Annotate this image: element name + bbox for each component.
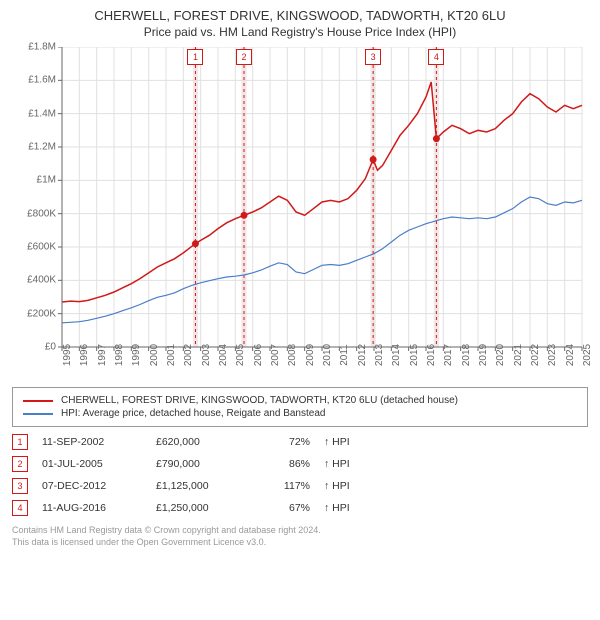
y-tick-label: £1.2M	[28, 142, 56, 153]
x-tick-label: 2020	[495, 344, 506, 366]
y-tick-label: £200K	[27, 308, 56, 319]
x-tick-label: 2009	[305, 344, 316, 366]
y-tick-label: £1.8M	[28, 42, 56, 53]
sale-marker-2: 2	[236, 49, 252, 65]
y-tick-label: £400K	[27, 275, 56, 286]
x-tick-label: 2000	[149, 344, 160, 366]
x-tick-label: 1998	[114, 344, 125, 366]
y-tick-label: £1M	[37, 175, 56, 186]
x-tick-label: 1999	[131, 344, 142, 366]
x-tick-label: 2008	[287, 344, 298, 366]
footer-line-2: This data is licensed under the Open Gov…	[12, 537, 588, 549]
x-tick-label: 2012	[357, 344, 368, 366]
footer-attribution: Contains HM Land Registry data © Crown c…	[12, 525, 588, 548]
legend-label: CHERWELL, FOREST DRIVE, KINGSWOOD, TADWO…	[61, 395, 458, 406]
sale-row: 3 07-DEC-2012 £1,125,000 117% ↑ HPI	[12, 475, 588, 497]
sale-row: 4 11-AUG-2016 £1,250,000 67% ↑ HPI	[12, 497, 588, 519]
sale-marker-4: 4	[428, 49, 444, 65]
y-tick-label: £1.6M	[28, 75, 56, 86]
sale-date: 01-JUL-2005	[42, 458, 142, 470]
x-tick-label: 2005	[235, 344, 246, 366]
legend-swatch	[23, 413, 53, 415]
sale-number-box: 1	[12, 434, 28, 450]
sale-number-box: 3	[12, 478, 28, 494]
y-tick-label: £1.4M	[28, 108, 56, 119]
x-tick-label: 2014	[391, 344, 402, 366]
x-tick-label: 2006	[253, 344, 264, 366]
sale-price: £1,250,000	[156, 502, 246, 514]
sale-hpi-ref: ↑ HPI	[324, 502, 364, 514]
x-tick-label: 2017	[443, 344, 454, 366]
sale-row: 2 01-JUL-2005 £790,000 86% ↑ HPI	[12, 453, 588, 475]
sale-number-box: 2	[12, 456, 28, 472]
sale-hpi-ref: ↑ HPI	[324, 436, 364, 448]
x-tick-label: 2022	[530, 344, 541, 366]
x-tick-label: 2018	[461, 344, 472, 366]
x-tick-label: 2010	[322, 344, 333, 366]
sale-marker-1: 1	[187, 49, 203, 65]
plot-area: £0 £200K £400K £600K £800K £1M £1.2M £1.4M £1.6M…	[12, 47, 588, 377]
legend: CHERWELL, FOREST DRIVE, KINGSWOOD, TADWO…	[12, 387, 588, 427]
x-tick-label: 2003	[201, 344, 212, 366]
x-tick-label: 2001	[166, 344, 177, 366]
x-tick-label: 2013	[374, 344, 385, 366]
sale-date: 11-AUG-2016	[42, 502, 142, 514]
plot-svg	[12, 47, 588, 377]
sale-price: £620,000	[156, 436, 246, 448]
sale-date: 11-SEP-2002	[42, 436, 142, 448]
sale-hpi-ref: ↑ HPI	[324, 480, 364, 492]
x-tick-label: 2025	[582, 344, 593, 366]
x-tick-label: 1997	[97, 344, 108, 366]
legend-item: CHERWELL, FOREST DRIVE, KINGSWOOD, TADWO…	[23, 394, 577, 407]
legend-swatch	[23, 400, 53, 402]
sale-pct: 67%	[260, 502, 310, 514]
sale-pct: 86%	[260, 458, 310, 470]
chart-subtitle: Price paid vs. HM Land Registry's House …	[12, 25, 588, 39]
x-tick-label: 2002	[183, 344, 194, 366]
sale-hpi-ref: ↑ HPI	[324, 458, 364, 470]
sale-marker-3: 3	[365, 49, 381, 65]
y-tick-label: £0	[45, 342, 56, 353]
sale-pct: 72%	[260, 436, 310, 448]
sale-price: £1,125,000	[156, 480, 246, 492]
x-tick-label: 2021	[513, 344, 524, 366]
x-tick-label: 2015	[409, 344, 420, 366]
sale-date: 07-DEC-2012	[42, 480, 142, 492]
x-tick-label: 2007	[270, 344, 281, 366]
sale-row: 1 11-SEP-2002 £620,000 72% ↑ HPI	[12, 431, 588, 453]
sale-pct: 117%	[260, 480, 310, 492]
x-tick-label: 1995	[62, 344, 73, 366]
sale-price: £790,000	[156, 458, 246, 470]
x-tick-label: 2024	[565, 344, 576, 366]
chart-title: CHERWELL, FOREST DRIVE, KINGSWOOD, TADWO…	[12, 8, 588, 23]
footer-line-1: Contains HM Land Registry data © Crown c…	[12, 525, 588, 537]
x-tick-label: 2011	[339, 344, 350, 366]
legend-item: HPI: Average price, detached house, Reig…	[23, 407, 577, 420]
x-tick-label: 2023	[547, 344, 558, 366]
sale-table: 1 11-SEP-2002 £620,000 72% ↑ HPI 2 01-JUL-2005…	[12, 431, 588, 519]
chart-container: CHERWELL, FOREST DRIVE, KINGSWOOD, TADWO…	[0, 0, 600, 381]
sale-number-box: 4	[12, 500, 28, 516]
x-tick-label: 2019	[478, 344, 489, 366]
x-tick-label: 1996	[79, 344, 90, 366]
legend-label: HPI: Average price, detached house, Reig…	[61, 408, 325, 419]
y-tick-label: £800K	[27, 208, 56, 219]
y-tick-label: £600K	[27, 242, 56, 253]
x-tick-label: 2016	[426, 344, 437, 366]
x-tick-label: 2004	[218, 344, 229, 366]
